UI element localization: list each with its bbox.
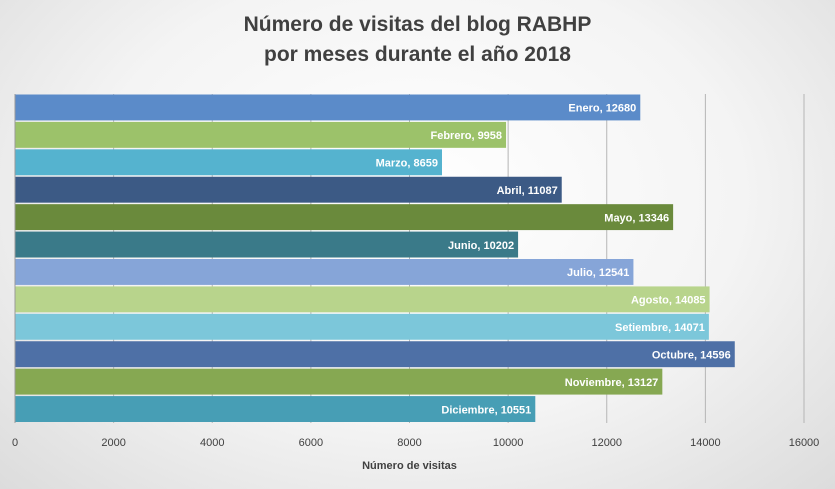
x-tick-label-6000: 6000 <box>299 437 323 449</box>
bar-marzo <box>15 149 442 176</box>
data-label-enero: Enero, 12680 <box>568 103 636 115</box>
data-label-noviembre: Noviembre, 13127 <box>565 377 659 389</box>
x-tick-label-10000: 10000 <box>493 437 524 449</box>
chart-title: Número de visitas del blog RABHP por mes… <box>0 10 835 70</box>
data-label-junio: Junio, 10202 <box>448 240 514 252</box>
x-tick-label-16000: 16000 <box>789 437 820 449</box>
x-tick-label-0: 0 <box>12 437 18 449</box>
bar-julio <box>15 259 634 285</box>
chart-title-line-2: por meses durante el año 2018 <box>264 43 571 66</box>
x-tick-label-12000: 12000 <box>591 437 622 449</box>
data-label-octubre: Octubre, 14596 <box>652 349 731 361</box>
x-tick-label-8000: 8000 <box>397 437 421 449</box>
bar-enero <box>15 94 641 121</box>
bar-noviembre <box>15 368 663 395</box>
bar-diciembre <box>15 396 536 422</box>
bar-setiembre <box>15 313 709 340</box>
data-label-agosto: Agosto, 14085 <box>631 295 706 307</box>
bar-mayo <box>15 204 674 231</box>
x-tick-label-4000: 4000 <box>200 437 224 449</box>
x-tick-label-14000: 14000 <box>690 437 721 449</box>
data-label-julio: Julio, 12541 <box>567 267 629 279</box>
bar-agosto <box>15 286 710 313</box>
data-label-mayo: Mayo, 13346 <box>604 212 669 224</box>
bar-abril <box>15 176 562 203</box>
data-label-abril: Abril, 11087 <box>497 185 558 197</box>
bar-junio <box>15 231 519 258</box>
x-tick-label-2000: 2000 <box>101 437 125 449</box>
chart-title-line-1: Número de visitas del blog RABHP <box>243 13 592 36</box>
x-axis-title: Número de visitas <box>362 460 457 472</box>
bar-febrero <box>15 121 507 148</box>
data-label-diciembre: Diciembre, 10551 <box>441 404 531 416</box>
bar-octubre <box>15 341 735 368</box>
data-label-setiembre: Setiembre, 14071 <box>615 322 705 334</box>
data-label-febrero: Febrero, 9958 <box>431 130 503 142</box>
data-label-marzo: Marzo, 8659 <box>376 158 438 170</box>
